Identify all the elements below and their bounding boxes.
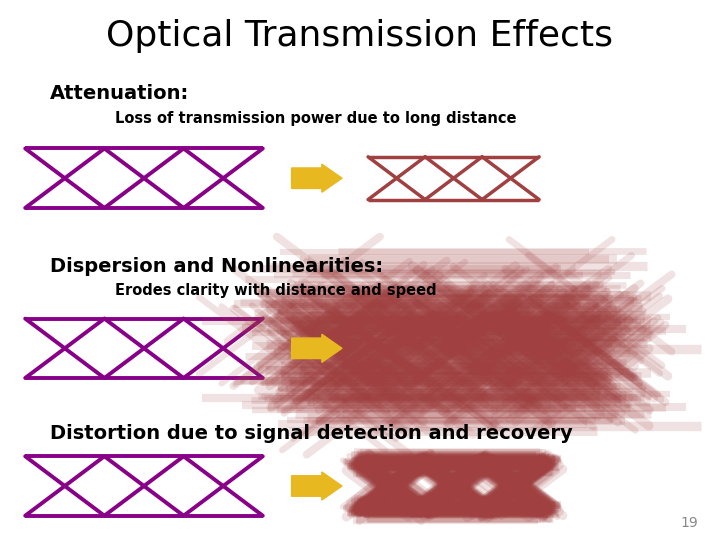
FancyArrow shape xyxy=(292,164,342,192)
Text: Loss of transmission power due to long distance: Loss of transmission power due to long d… xyxy=(115,111,517,126)
Text: 19: 19 xyxy=(680,516,698,530)
Text: Attenuation:: Attenuation: xyxy=(50,84,189,103)
Text: Optical Transmission Effects: Optical Transmission Effects xyxy=(107,19,613,53)
FancyArrow shape xyxy=(292,334,342,362)
Text: Dispersion and Nonlinearities:: Dispersion and Nonlinearities: xyxy=(50,256,384,275)
FancyArrow shape xyxy=(292,472,342,500)
Text: Distortion due to signal detection and recovery: Distortion due to signal detection and r… xyxy=(50,424,573,443)
Text: Erodes clarity with distance and speed: Erodes clarity with distance and speed xyxy=(115,284,437,299)
